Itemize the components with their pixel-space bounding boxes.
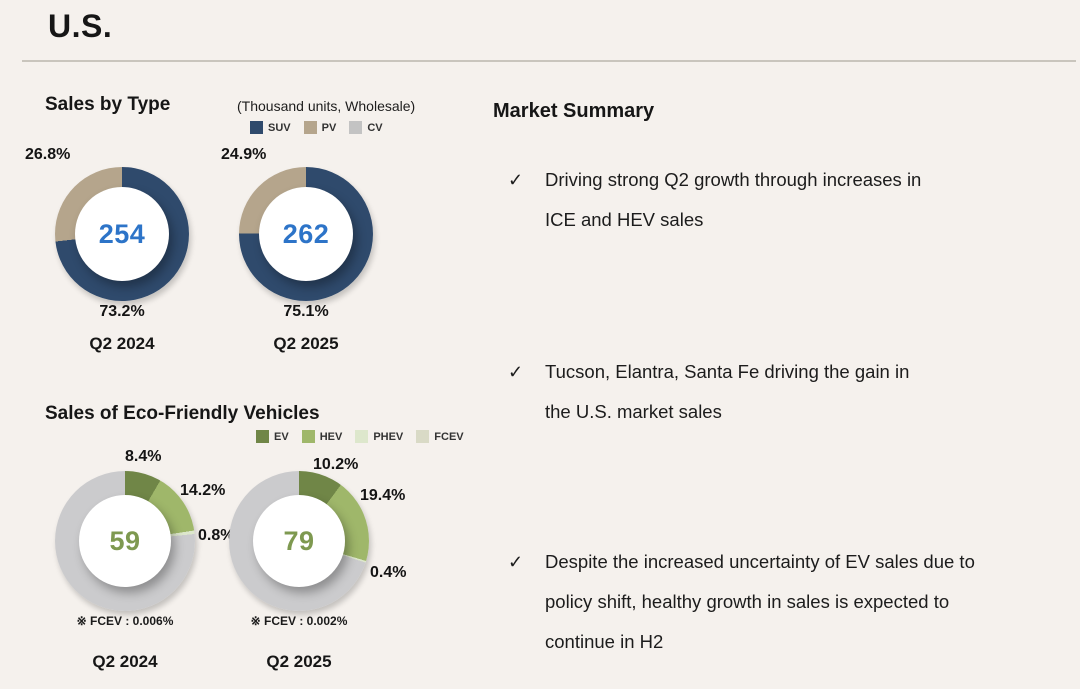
legend-label: PHEV <box>373 430 404 443</box>
legend-item-fcev: FCEV <box>416 430 464 443</box>
legend-item-cv: CV <box>349 121 383 134</box>
summary-line: policy shift, healthy growth in sales is… <box>545 591 950 612</box>
period-label: Q2 2025 <box>266 652 332 671</box>
donut-center: 59 <box>79 495 171 587</box>
market-summary-title: Market Summary <box>493 100 655 122</box>
legend-eco-friendly: EV HEV PHEV FCEV <box>256 430 464 443</box>
donut-sales-q2-2025: 262 75.1% 24.9% Q2 2025 <box>206 140 436 375</box>
check-icon: ✓ <box>508 362 524 382</box>
period-label: Q2 2024 <box>89 334 155 353</box>
legend-item-hev: HEV <box>301 430 343 443</box>
legend-item-ev: EV <box>256 430 289 443</box>
page-title: U.S. <box>48 8 113 44</box>
legend-swatch-hev <box>301 430 315 443</box>
slice-label-suv: 73.2% <box>99 303 145 320</box>
legend-item-suv: SUV <box>250 121 291 134</box>
legend-label: HEV <box>319 430 343 443</box>
donut-center-value: 79 <box>283 525 315 556</box>
summary-line: ICE and HEV sales <box>545 209 704 230</box>
legend-swatch-fcev <box>416 430 430 443</box>
donut-eco-q2-2024: 59 8.4% 14.2% 0.8% ※ FCEV : 0.006% Q2 2024 <box>22 444 252 679</box>
legend-swatch-suv <box>250 121 263 134</box>
summary-bullet: ✓ Driving strong Q2 growth through increa… <box>508 160 1073 240</box>
summary-line: the U.S. market sales <box>545 401 722 422</box>
slice-label-ev: 10.2% <box>313 456 359 473</box>
unit-note: (Thousand units, Wholesale) <box>237 98 416 114</box>
summary-bullet-text: Driving strong Q2 growth through increas… <box>545 160 1073 240</box>
summary-bullet: ✓ Despite the increased uncertainty of EV… <box>508 542 1073 662</box>
legend-label: PV <box>321 121 337 134</box>
summary-line: Despite the increased uncertainty of EV … <box>545 551 975 572</box>
slice-label-hev: 14.2% <box>180 482 226 499</box>
slice-label-pv: 26.8% <box>25 146 71 163</box>
section-title-eco-friendly: Sales of Eco-Friendly Vehicles <box>45 403 320 424</box>
legend-item-pv: PV <box>303 121 337 134</box>
slice-label-phev: 0.8% <box>198 527 235 544</box>
summary-line: Driving strong Q2 growth through increas… <box>545 169 922 190</box>
legend-label: CV <box>367 121 383 134</box>
period-label: Q2 2024 <box>92 652 158 671</box>
donut-center-value: 262 <box>282 218 330 249</box>
period-label: Q2 2025 <box>273 334 339 353</box>
section-title-sales-by-type: Sales by Type <box>45 94 171 115</box>
donut-center: 262 <box>259 187 353 281</box>
slice-label-suv: 75.1% <box>283 303 329 320</box>
summary-bullet: ✓ Tucson, Elantra, Santa Fe driving the g… <box>508 352 1073 432</box>
donut-center-value: 254 <box>98 218 146 249</box>
legend-label: SUV <box>268 121 291 134</box>
slice-label-hev: 19.4% <box>360 487 406 504</box>
legend-sales-by-type: SUV PV CV <box>250 121 383 134</box>
donut-ring: 79 <box>229 471 369 611</box>
check-icon: ✓ <box>508 552 524 572</box>
donut-eco-q2-2025: 79 10.2% 19.4% 0.4% ※ FCEV : 0.002% Q2 202… <box>196 444 426 679</box>
summary-bullet-text: Tucson, Elantra, Santa Fe driving the ga… <box>545 352 1073 432</box>
slice-label-ev: 8.4% <box>125 448 162 465</box>
legend-swatch-phev <box>355 430 369 443</box>
fcev-footnote: ※ FCEV : 0.006% <box>76 614 174 628</box>
summary-line: Tucson, Elantra, Santa Fe driving the ga… <box>545 361 910 382</box>
donut-ring: 254 <box>55 167 189 301</box>
donut-ring: 262 <box>239 167 373 301</box>
donut-center: 79 <box>253 495 345 587</box>
legend-label: FCEV <box>434 430 464 443</box>
slice-label-pv: 24.9% <box>221 146 267 163</box>
donut-center-value: 59 <box>109 525 141 556</box>
legend-swatch-cv <box>349 121 363 134</box>
check-icon: ✓ <box>508 170 524 190</box>
donut-sales-q2-2024: 254 73.2% 26.8% Q2 2024 <box>22 140 252 375</box>
legend-label: EV <box>274 430 289 443</box>
divider <box>22 60 1076 62</box>
legend-swatch-pv <box>303 121 317 134</box>
legend-swatch-ev <box>256 430 269 443</box>
summary-bullet-text: Despite the increased uncertainty of EV … <box>545 542 1073 662</box>
donut-ring: 59 <box>55 471 195 611</box>
slice-label-phev: 0.4% <box>370 564 407 581</box>
fcev-footnote: ※ FCEV : 0.002% <box>250 614 348 628</box>
summary-line: continue in H2 <box>545 631 664 652</box>
legend-item-phev: PHEV <box>355 430 403 443</box>
donut-center: 254 <box>75 187 169 281</box>
